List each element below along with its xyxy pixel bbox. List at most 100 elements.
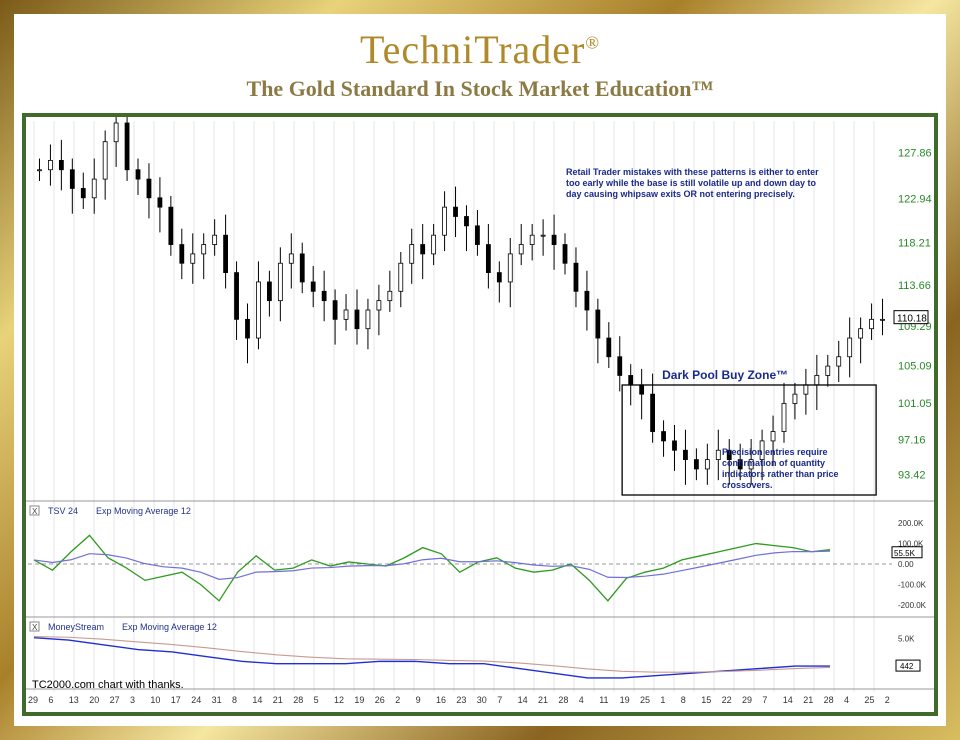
price-candle (661, 431, 666, 442)
tsv-tick-label: -100.0K (898, 580, 927, 589)
price-candle (748, 459, 754, 470)
tsv-ema-line (33, 550, 831, 580)
price-candle (310, 281, 316, 292)
x-tick-label: 24 (191, 695, 201, 705)
x-tick-label: 23 (456, 695, 466, 705)
price-candle (617, 356, 623, 376)
x-tick-label: 15 (701, 695, 711, 705)
price-candle (858, 328, 864, 339)
price-candle (113, 122, 119, 143)
dark-pool-zone-label: Dark Pool Buy Zone™ (662, 368, 788, 382)
price-candle (628, 375, 634, 386)
price-candle (584, 290, 590, 311)
price-candle (726, 449, 732, 461)
x-tick-label: 5 (314, 695, 319, 705)
tsv-indicator-label: TSV 24 (48, 506, 78, 516)
x-tick-label: 25 (640, 695, 650, 705)
x-tick-label: 21 (273, 695, 283, 705)
price-candle (223, 234, 229, 273)
x-tick-label: 21 (803, 695, 813, 705)
tsv-tick-label: 0.00 (898, 560, 914, 569)
price-candle (759, 440, 765, 460)
x-tick-label: 14 (518, 695, 528, 705)
price-tick-label: 101.05 (898, 398, 932, 410)
price-candle (464, 216, 469, 227)
price-candle (266, 281, 272, 302)
x-tick-label: 4 (579, 695, 584, 705)
brand-name: TechniTrader (359, 27, 586, 72)
price-candle (475, 225, 480, 245)
ms-last-value: 442 (900, 662, 914, 671)
price-candle (234, 272, 239, 320)
x-tick-label: 28 (558, 695, 568, 705)
price-candle (672, 440, 677, 451)
price-candle (639, 384, 645, 395)
x-tick-label: 4 (844, 695, 849, 705)
last-price-box (893, 310, 929, 325)
x-tick-label: 11 (599, 695, 608, 705)
price-candle (869, 318, 874, 330)
price-tick-label: 97.16 (898, 434, 926, 446)
x-tick-label: 16 (436, 695, 446, 705)
price-candle (529, 234, 535, 245)
price-candle (847, 337, 853, 358)
price-candle (146, 178, 152, 199)
price-candle (792, 393, 798, 404)
tsv-line (33, 534, 831, 602)
price-candle (803, 384, 809, 395)
price-candle (693, 459, 699, 470)
price-candle (299, 253, 305, 283)
price-tick-label: 113.66 (898, 280, 931, 292)
ms-close-button (29, 621, 40, 632)
price-tick-label: 122.94 (898, 193, 932, 205)
moneystream-line (33, 637, 830, 679)
price-candle (442, 206, 447, 236)
ms-tick-label: 5.0K (898, 635, 915, 644)
x-tick-label: 7 (497, 695, 502, 705)
price-candle (420, 244, 426, 255)
price-tick-label: 93.42 (898, 469, 926, 481)
brand-tagline: The Gold Standard In Stock Market Educat… (246, 76, 714, 101)
price-candle (409, 244, 415, 264)
price-tick-label: 127.86 (898, 147, 932, 159)
x-tick-label: 21 (538, 695, 548, 705)
x-tick-label: 12 (334, 695, 344, 705)
x-tick-label: 6 (48, 695, 53, 705)
price-candle (157, 197, 163, 208)
tsv-last-value: 55.5K (894, 549, 916, 558)
tsv-tick-label: 100.0K (898, 540, 924, 549)
tsv-ema-label: Exp Moving Average 12 (96, 506, 191, 516)
price-tick-label: 118.21 (898, 238, 931, 250)
x-tick-label: 19 (354, 695, 364, 705)
price-candle (507, 253, 513, 283)
price-candle (124, 122, 130, 171)
chart-window: 127.86 122.94 118.21 113.66 109.29 105.09 101.… (22, 102, 938, 716)
chart-credit: TC2000.com chart with thanks. (32, 679, 184, 691)
price-candle (277, 262, 283, 302)
price-candle (343, 309, 349, 320)
price-candle (102, 141, 108, 180)
x-tick-label: 1 (660, 695, 665, 705)
price-candle (518, 244, 524, 255)
tsv-tick-label: 200.0K (898, 519, 924, 528)
price-candle (91, 178, 97, 199)
price-candle (365, 309, 371, 330)
price-candle (168, 206, 174, 245)
x-tick-label: 29 (742, 695, 752, 705)
price-candle (737, 459, 743, 470)
x-tick-label: 10 (150, 695, 160, 705)
x-tick-label: 28 (824, 695, 834, 705)
ms-close-icon: X (32, 623, 38, 632)
x-tick-label: 27 (110, 695, 120, 705)
price-candle (245, 318, 250, 339)
x-tick-label: 31 (212, 695, 222, 705)
tsv-close-button (29, 505, 40, 516)
price-candle (781, 403, 787, 432)
registered-mark: ® (585, 32, 601, 53)
x-tick-label: 17 (171, 695, 181, 705)
price-candle (201, 244, 207, 255)
price-candle (551, 234, 557, 245)
price-candle (715, 449, 721, 461)
x-tick-label: 30 (477, 695, 487, 705)
price-tick-label: 105.09 (898, 360, 932, 372)
